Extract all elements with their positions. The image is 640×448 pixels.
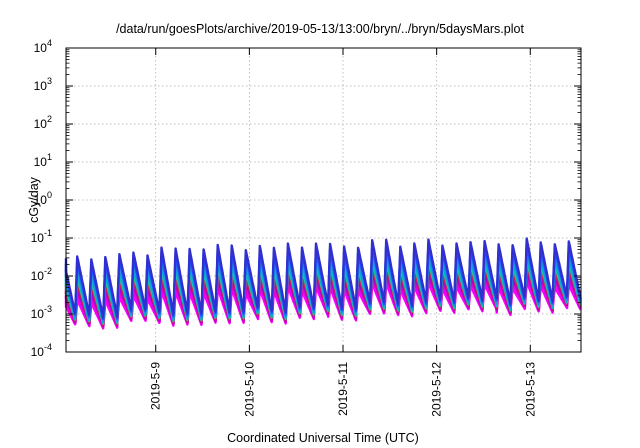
x-tick-label: 2019-5-12 <box>430 362 444 417</box>
x-tick-label: 2019-5-9 <box>149 362 163 410</box>
series-group <box>64 237 582 330</box>
y-tick-label: 104 <box>34 38 52 55</box>
x-tick-label: 2019-5-13 <box>523 362 537 417</box>
y-tick-label: 10-2 <box>31 266 52 283</box>
series-line <box>64 237 582 319</box>
chart-title: /data/run/goesPlots/archive/2019-05-13/1… <box>116 22 524 36</box>
y-tick-label: 101 <box>34 152 52 169</box>
x-axis-label: Coordinated Universal Time (UTC) <box>227 431 419 445</box>
x-tick-label: 2019-5-10 <box>242 362 256 417</box>
y-tick-label: 10-1 <box>31 228 52 245</box>
y-tick-label: 103 <box>34 76 52 93</box>
y-tick-label: 10-4 <box>31 342 52 359</box>
x-tick-label: 2019-5-11 <box>336 362 350 416</box>
y-axis-label: cGy/day <box>27 176 41 223</box>
y-tick-label: 10-3 <box>31 304 52 321</box>
x-axis: 2019-5-9 2019-5-10 2019-5-11 2019-5-12 2019-… <box>149 48 537 417</box>
y-tick-label: 102 <box>34 114 52 131</box>
